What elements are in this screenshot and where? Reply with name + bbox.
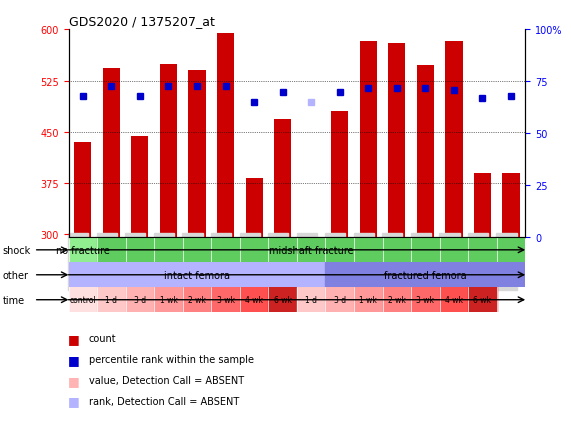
Bar <box>388 44 405 238</box>
Bar <box>126 288 154 312</box>
Text: midshaft fracture: midshaft fracture <box>269 245 353 255</box>
Bar <box>74 143 91 238</box>
Bar <box>268 288 297 312</box>
Bar <box>69 288 97 312</box>
Bar <box>103 69 120 238</box>
Text: intact femora: intact femora <box>164 270 230 280</box>
Text: 1 wk: 1 wk <box>159 296 178 305</box>
Bar <box>274 120 291 238</box>
Text: time: time <box>3 295 25 305</box>
Bar <box>331 112 348 238</box>
Bar <box>69 263 325 288</box>
Bar <box>445 42 463 238</box>
Bar <box>417 66 434 238</box>
Bar <box>246 179 263 238</box>
Bar <box>354 288 383 312</box>
Bar <box>154 288 183 312</box>
Bar <box>240 288 268 312</box>
Text: 3 d: 3 d <box>333 296 346 305</box>
Text: ■: ■ <box>69 332 80 345</box>
Text: 1 d: 1 d <box>305 296 317 305</box>
Text: fractured femora: fractured femora <box>384 270 467 280</box>
Text: ■: ■ <box>69 374 80 387</box>
Text: other: other <box>3 270 29 280</box>
Text: 1 d: 1 d <box>105 296 118 305</box>
Bar <box>97 288 126 312</box>
Bar <box>188 71 206 238</box>
Text: 4 wk: 4 wk <box>245 296 263 305</box>
Bar <box>325 263 525 288</box>
Text: no fracture: no fracture <box>56 245 110 255</box>
Bar <box>360 42 377 238</box>
Text: 2 wk: 2 wk <box>388 296 406 305</box>
Text: 3 wk: 3 wk <box>216 296 235 305</box>
Bar <box>383 288 411 312</box>
Text: rank, Detection Call = ABSENT: rank, Detection Call = ABSENT <box>89 396 239 406</box>
Text: 6 wk: 6 wk <box>274 296 292 305</box>
Bar <box>411 288 440 312</box>
Text: count: count <box>89 334 116 343</box>
Text: 1 wk: 1 wk <box>359 296 377 305</box>
Text: 4 wk: 4 wk <box>445 296 463 305</box>
Bar <box>474 173 491 238</box>
Text: ■: ■ <box>69 395 80 408</box>
Bar <box>69 238 97 263</box>
Bar <box>325 288 354 312</box>
Text: percentile rank within the sample: percentile rank within the sample <box>89 355 254 364</box>
Text: 6 wk: 6 wk <box>473 296 492 305</box>
Text: GDS2020 / 1375207_at: GDS2020 / 1375207_at <box>69 15 214 28</box>
Text: value, Detection Call = ABSENT: value, Detection Call = ABSENT <box>89 375 244 385</box>
Bar <box>131 137 148 238</box>
Bar <box>468 288 497 312</box>
Text: 2 wk: 2 wk <box>188 296 206 305</box>
Bar <box>211 288 240 312</box>
Bar <box>297 288 325 312</box>
Bar <box>502 173 520 238</box>
Text: control: control <box>70 296 96 305</box>
Bar <box>440 288 468 312</box>
Text: 3 wk: 3 wk <box>416 296 435 305</box>
Text: 3 d: 3 d <box>134 296 146 305</box>
Bar <box>217 34 234 238</box>
Text: shock: shock <box>3 245 31 255</box>
Bar <box>183 288 211 312</box>
Bar <box>160 65 177 238</box>
Text: ■: ■ <box>69 353 80 366</box>
